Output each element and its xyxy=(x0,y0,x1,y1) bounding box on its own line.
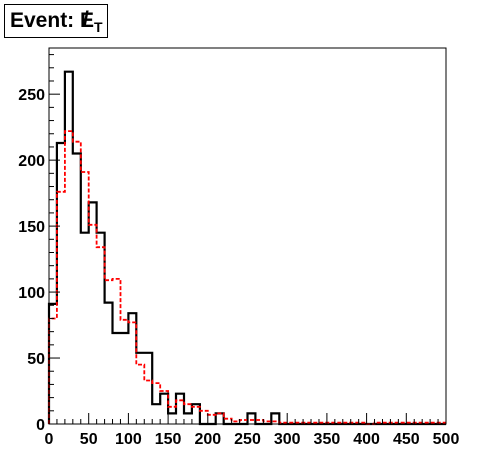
chart-title-box: Event: E / T xyxy=(4,4,108,38)
chart-title: Event: E / T xyxy=(10,8,103,36)
plot-area-border xyxy=(48,47,447,425)
series-layer xyxy=(47,70,446,426)
y-tick-label: 50 xyxy=(27,351,45,368)
y-tick-label: 150 xyxy=(18,219,45,236)
y-tick-label: 0 xyxy=(36,417,45,434)
x-tick-label: 100 xyxy=(115,431,142,448)
y-tick-label: 100 xyxy=(18,285,45,302)
title-subscript: T xyxy=(94,19,103,36)
x-tick-label: 400 xyxy=(353,431,380,448)
x-tick-label: 300 xyxy=(274,431,301,448)
y-ticks: 0 50 100 150 200 250 xyxy=(18,54,60,434)
x-tick-label: 250 xyxy=(234,431,261,448)
x-tick-label: 0 xyxy=(45,431,54,448)
plot-frame xyxy=(48,47,447,425)
y-tick-label: 200 xyxy=(18,153,45,170)
x-tick-label: 50 xyxy=(80,431,98,448)
data-histogram-line xyxy=(47,70,446,426)
x-tick-label: 150 xyxy=(155,431,182,448)
mc-histogram-line xyxy=(48,130,446,425)
title-symbol: E / xyxy=(80,8,95,32)
title-prefix: Event: xyxy=(10,9,81,32)
slash-mark: / xyxy=(83,8,89,31)
x-tick-label: 200 xyxy=(194,431,221,448)
y-tick-label: 250 xyxy=(18,87,45,104)
x-tick-label: 350 xyxy=(314,431,341,448)
x-tick-label: 450 xyxy=(393,431,420,448)
x-ticks: 0 50 100 150 200 250 300 350 400 450 500 xyxy=(45,413,460,448)
x-tick-label: 500 xyxy=(433,431,460,448)
axis-layer xyxy=(48,48,446,425)
